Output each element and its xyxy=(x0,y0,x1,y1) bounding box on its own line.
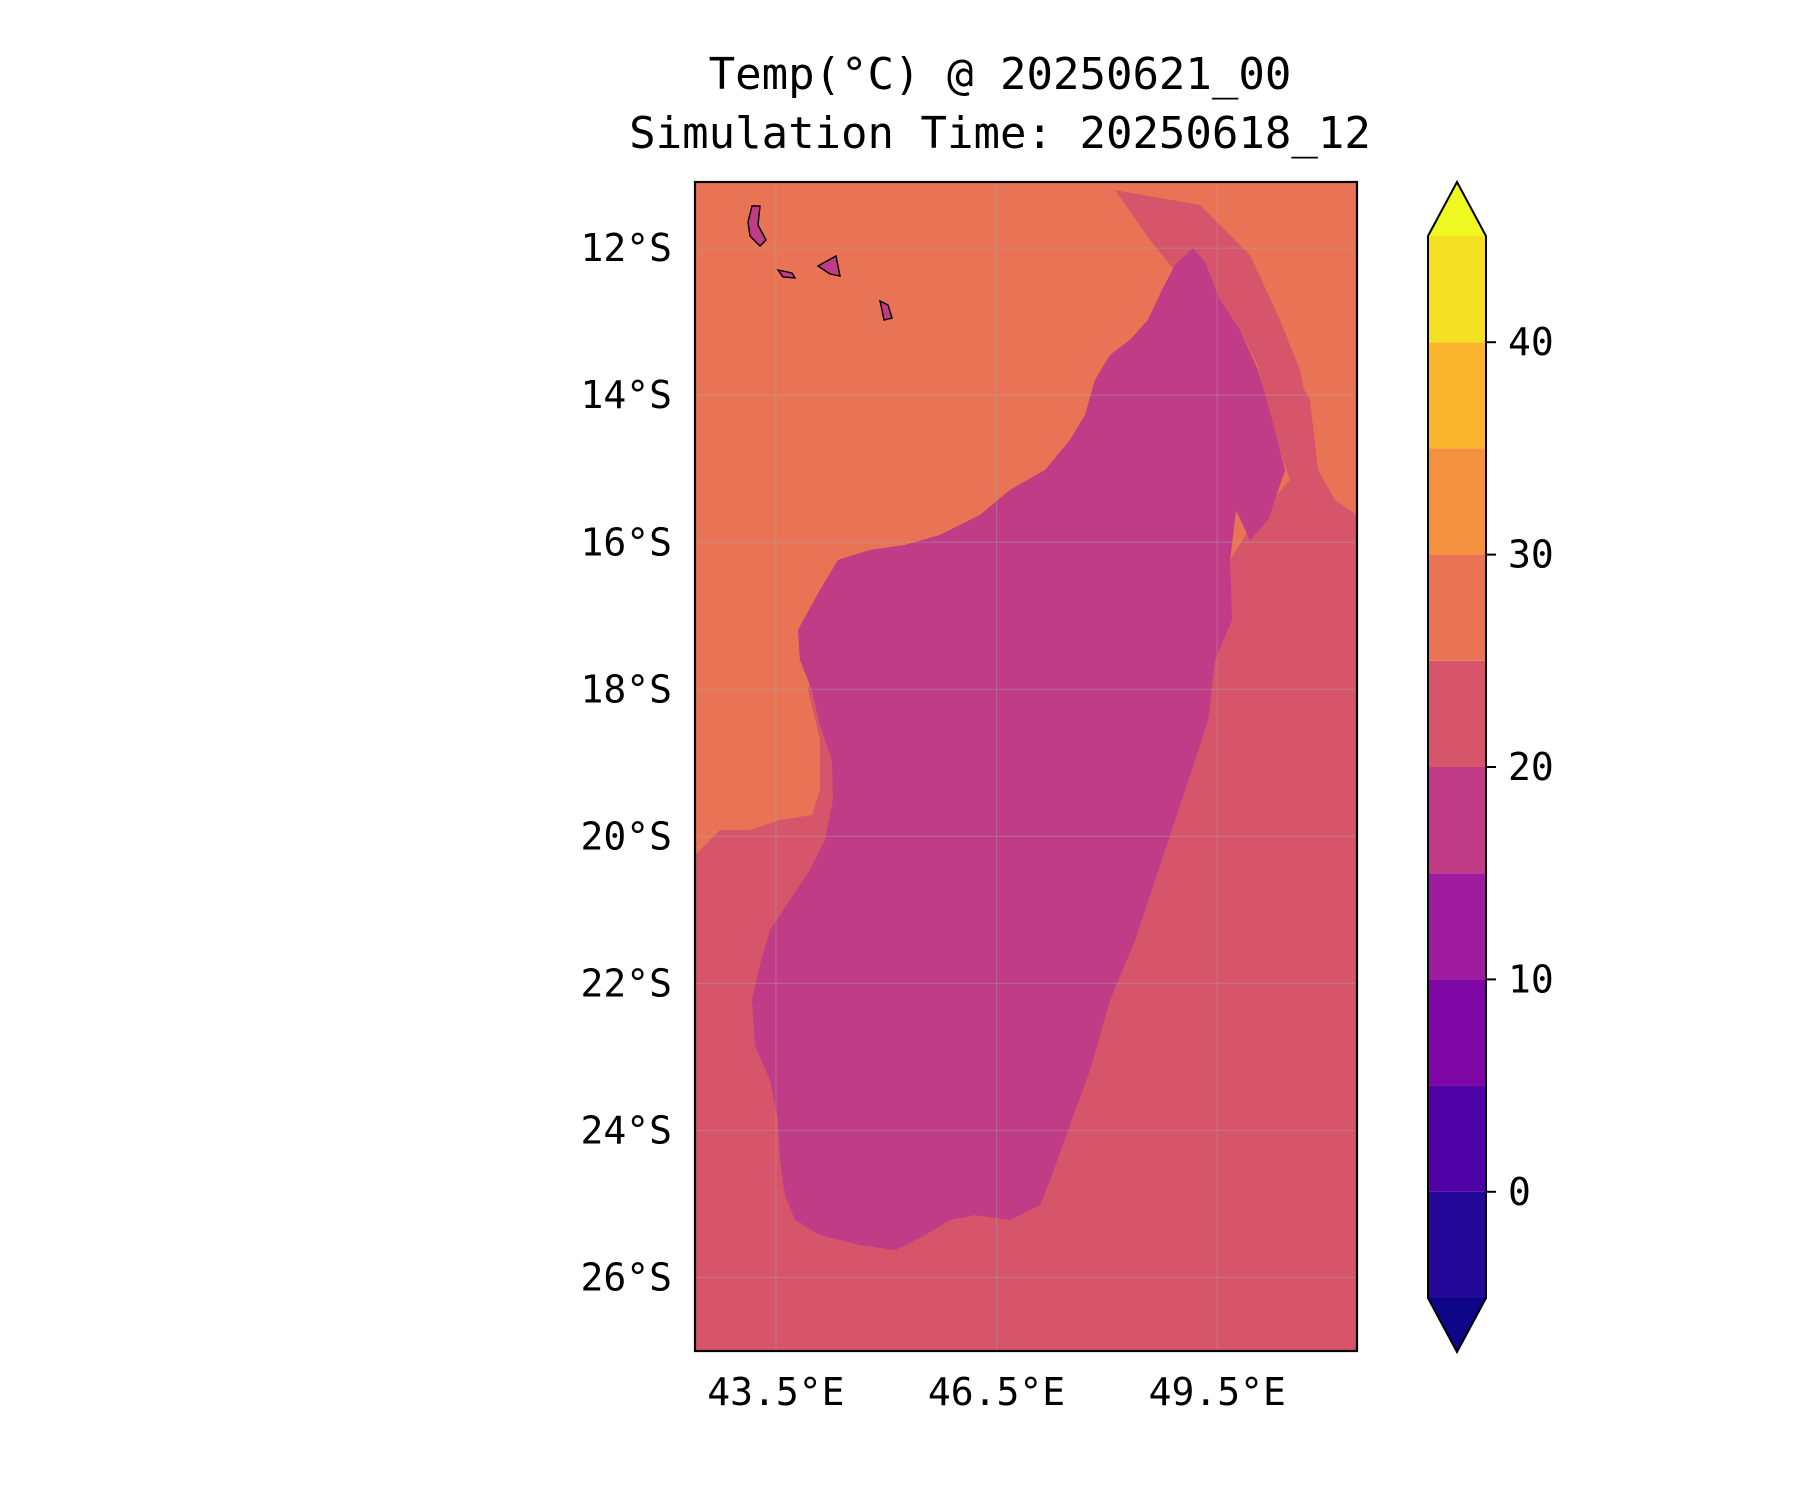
island-moheli xyxy=(776,268,797,279)
lat-tick-label: 18°S xyxy=(580,667,672,711)
colorbar-bin xyxy=(1428,1191,1486,1298)
colorbar-tick-label: 40 xyxy=(1508,320,1554,364)
colorbar-bin xyxy=(1428,873,1486,980)
colorbar-bin xyxy=(1428,979,1486,1086)
map-plot-area xyxy=(695,182,1357,1351)
ocean-cool-tongue xyxy=(1115,190,1318,470)
lat-tick-label: 24°S xyxy=(580,1108,672,1152)
lon-tick-label: 43.5°E xyxy=(707,1370,844,1414)
lon-tick-label: 46.5°E xyxy=(928,1370,1065,1414)
island-anjouan xyxy=(816,254,841,277)
colorbar-tick-label: 30 xyxy=(1508,533,1554,577)
lat-tick-label: 16°S xyxy=(580,520,672,564)
colorbar-bin xyxy=(1428,448,1486,555)
longitude-tick-labels: 43.5°E 46.5°E 49.5°E xyxy=(707,1370,1286,1414)
colorbar-bin xyxy=(1428,236,1486,343)
map-frame xyxy=(693,180,1359,1353)
island-grande-comore xyxy=(747,205,767,247)
colorbar-bin xyxy=(1428,1085,1486,1192)
lat-tick-label: 26°S xyxy=(580,1255,672,1299)
lat-tick-label: 20°S xyxy=(580,814,672,858)
map-title-line-1: Temp(°C) @ 20250621_00 xyxy=(708,49,1292,100)
colorbar-bin xyxy=(1428,342,1486,449)
colorbar-bin xyxy=(1428,554,1486,661)
colorbar-outline xyxy=(1427,179,1487,1355)
lat-tick-label: 14°S xyxy=(580,373,672,417)
latitude-tick-labels: 12°S 14°S 16°S 18°S 20°S 22°S 24°S 26°S xyxy=(580,226,672,1299)
island-mayotte xyxy=(878,299,893,321)
colorbar-extend-high xyxy=(1428,182,1486,236)
colorbar-tick-label: 20 xyxy=(1508,745,1554,789)
map-gridlines xyxy=(695,182,1357,1351)
colorbar-extend-low xyxy=(1428,1298,1486,1352)
map-title-line-2: Simulation Time: 20250618_12 xyxy=(629,108,1371,159)
colorbar-tick-label: 10 xyxy=(1508,957,1554,1001)
colorbar: 0 10 20 30 40 xyxy=(1427,179,1554,1355)
lat-tick-label: 22°S xyxy=(580,961,672,1005)
colorbar-bin xyxy=(1428,767,1486,874)
lat-tick-label: 12°S xyxy=(580,226,672,270)
colorbar-tick-label: 0 xyxy=(1508,1170,1531,1214)
colorbar-bin xyxy=(1428,660,1486,767)
lon-tick-label: 49.5°E xyxy=(1149,1370,1286,1414)
